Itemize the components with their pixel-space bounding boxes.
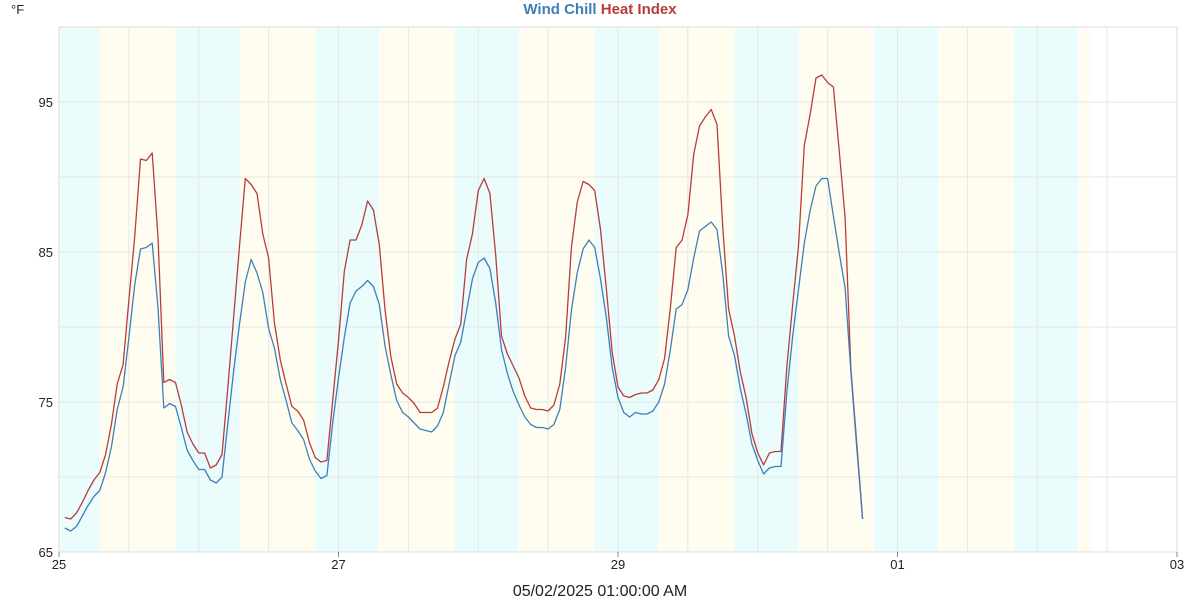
day-band — [239, 27, 316, 552]
night-band — [315, 27, 380, 552]
day-band — [658, 27, 735, 552]
night-band — [59, 27, 100, 552]
night-band — [734, 27, 799, 552]
y-tick-label: 75 — [39, 395, 53, 410]
day-band — [99, 27, 176, 552]
night-band — [874, 27, 939, 552]
y-axis-ticks: 65 75 85 95 — [39, 95, 53, 560]
x-tick-label: 01 — [890, 557, 904, 572]
day-band — [379, 27, 455, 552]
day-band — [519, 27, 595, 552]
night-band — [1013, 27, 1079, 552]
y-tick-label: 95 — [39, 95, 53, 110]
series-wind-chill — [64, 177, 864, 532]
day-band — [938, 27, 1014, 552]
x-tick-label: 03 — [1170, 557, 1184, 572]
night-band — [175, 27, 240, 552]
x-tick-label: 29 — [611, 557, 625, 572]
series-heat-index — [64, 74, 864, 520]
y-axis-unit: °F — [11, 2, 25, 17]
day-band — [798, 27, 875, 552]
x-tick-label: 25 — [52, 557, 66, 572]
y-tick-label: 85 — [39, 245, 53, 260]
night-band — [454, 27, 520, 552]
night-band — [594, 27, 659, 552]
timestamp-label: 05/02/2025 01:00:00 AM — [512, 583, 688, 600]
chart-title: Wind Chill Heat Index — [0, 1, 1200, 19]
legend-heat-index: Heat Index — [600, 1, 677, 18]
day-band — [1078, 27, 1090, 552]
x-tick-label: 27 — [331, 557, 345, 572]
x-axis-ticks: 25 27 29 01 03 — [52, 552, 1184, 572]
legend-wind-chill: Wind Chill — [523, 1, 597, 18]
y-tick-label: 65 — [39, 545, 53, 560]
day-night-bands — [59, 27, 1090, 552]
series-lines — [64, 74, 864, 532]
